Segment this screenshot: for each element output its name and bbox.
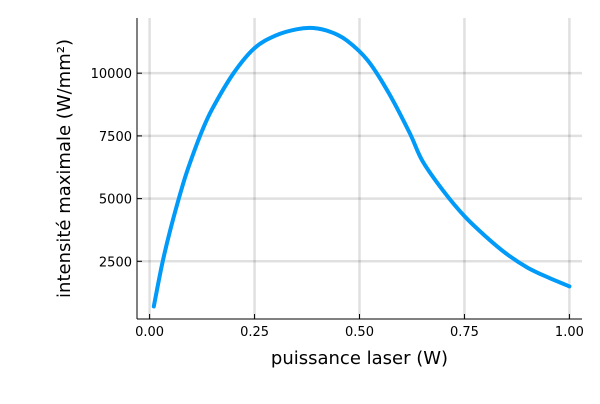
series	[151, 25, 572, 309]
grid	[137, 18, 582, 319]
ticks: 0.00 0.25 0.50 0.75 1.00 2500 5000 7500 10000	[91, 67, 584, 340]
y-tick-label: 5000	[99, 193, 132, 208]
x-tick-label: 0.50	[345, 325, 374, 340]
y-tick-label: 7500	[99, 130, 132, 145]
x-axis-title: puissance laser (W)	[271, 348, 448, 369]
y-tick-label: 2500	[99, 255, 132, 270]
series-line	[151, 25, 572, 309]
x-tick-label: 1.00	[555, 325, 584, 340]
x-tick-label: 0.75	[450, 325, 479, 340]
x-tick-label: 0.00	[135, 325, 164, 340]
y-axis-title: intensité maximale (W/mm²)	[54, 39, 75, 298]
y-tick-label: 10000	[91, 67, 132, 82]
x-tick-label: 0.25	[240, 325, 269, 340]
